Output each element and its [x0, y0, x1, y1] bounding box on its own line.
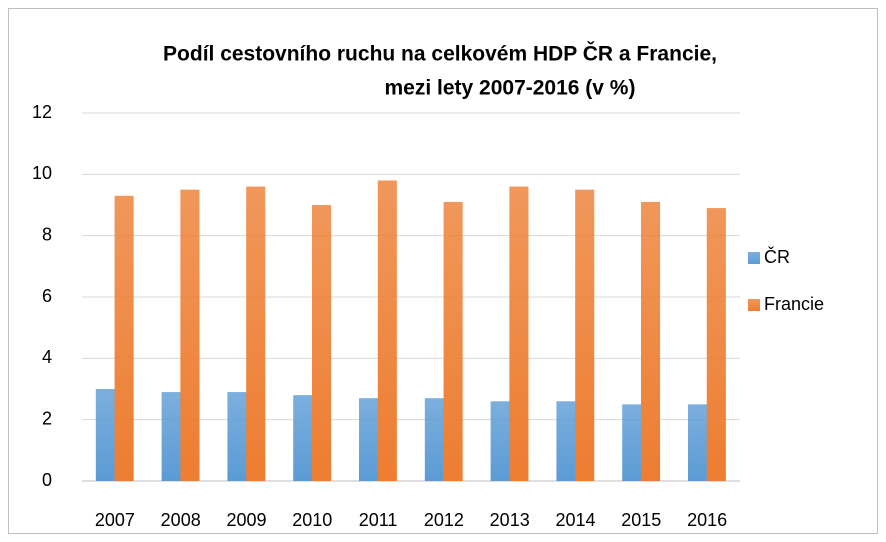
y-tick-label: 10 — [32, 163, 52, 183]
x-tick-label: 2016 — [687, 510, 727, 530]
x-tick-label: 2011 — [359, 510, 398, 530]
y-tick-label: 8 — [42, 224, 52, 244]
bar — [575, 189, 595, 481]
y-tick-label: 6 — [42, 286, 52, 306]
x-tick-label: 2007 — [95, 510, 135, 530]
legend-swatch — [748, 252, 760, 264]
x-tick-label: 2013 — [490, 510, 530, 530]
legend-swatch — [748, 299, 760, 311]
x-tick-label: 2008 — [161, 510, 201, 530]
y-tick-label: 4 — [42, 347, 52, 367]
bar — [509, 186, 529, 481]
bar — [227, 392, 247, 481]
bar — [424, 398, 444, 481]
bar — [490, 401, 510, 481]
bar — [706, 208, 726, 482]
bar — [622, 404, 642, 481]
x-tick-label: 2012 — [424, 510, 464, 530]
bar — [359, 398, 379, 481]
bar — [311, 205, 332, 481]
bar — [293, 395, 313, 481]
bar — [640, 201, 661, 481]
legend-label: Francie — [764, 294, 824, 314]
y-tick-label: 0 — [42, 470, 52, 490]
x-tick-label: 2010 — [292, 510, 332, 530]
x-tick-label: 2009 — [226, 510, 266, 530]
bar — [688, 404, 708, 481]
x-tick-label: 2015 — [621, 510, 661, 530]
bar — [180, 189, 200, 481]
bar — [443, 201, 463, 481]
bar — [377, 180, 397, 481]
chart-title: mezi lety 2007-2016 (v %) — [385, 77, 636, 100]
bar — [246, 186, 266, 481]
bar — [95, 389, 115, 481]
y-tick-label: 12 — [32, 102, 52, 122]
x-tick-label: 2014 — [555, 510, 595, 530]
legend-label: ČR — [764, 246, 790, 267]
bar — [114, 195, 134, 482]
bar — [556, 401, 576, 481]
chart-title: Podíl cestovního ruchu na celkovém HDP Č… — [163, 42, 717, 66]
bar — [161, 392, 181, 481]
y-tick-label: 2 — [42, 408, 52, 428]
